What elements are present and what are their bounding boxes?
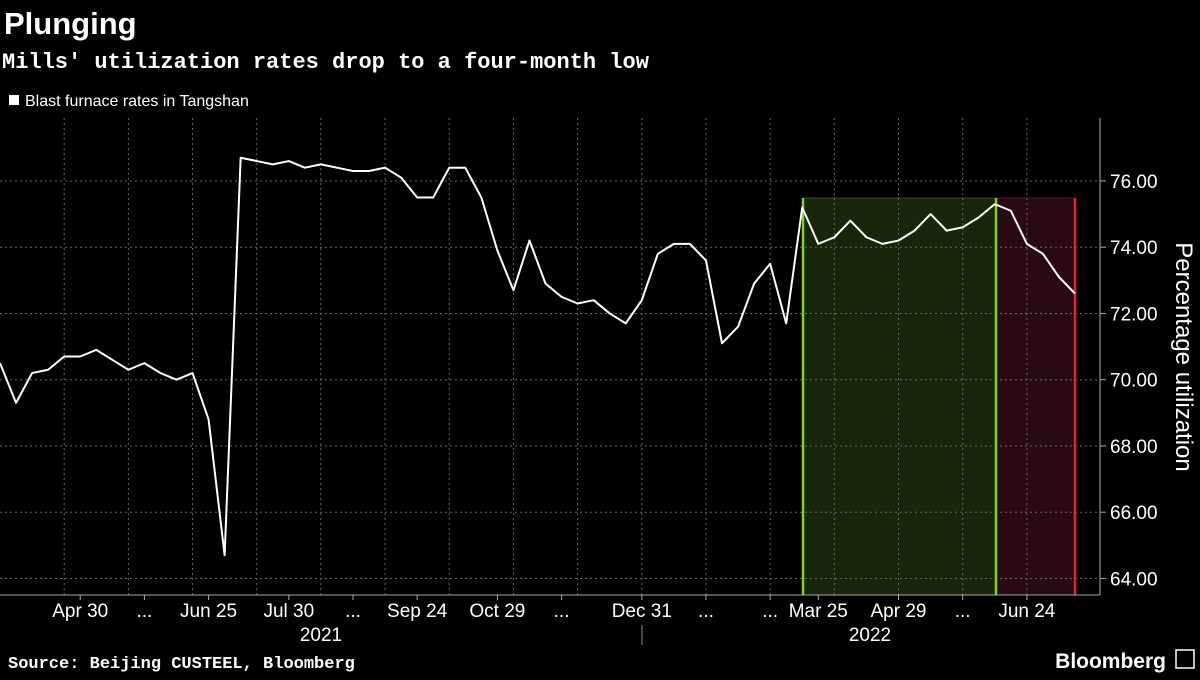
y-tick-label: 72.00 (1110, 304, 1158, 325)
x-tick-label: ... (762, 601, 778, 622)
y-tick-label: 68.00 (1110, 437, 1158, 458)
y-tick-label: 70.00 (1110, 371, 1158, 392)
x-tick-label: Jun 25 (180, 601, 237, 622)
x-tick-label: ... (698, 601, 714, 622)
year-label: 2021 (300, 625, 342, 646)
brand: Bloomberg (1055, 650, 1166, 673)
y-tick-label: 64.00 (1110, 569, 1158, 590)
x-tick-label: Dec 31 (612, 601, 672, 622)
x-tick-label: ... (955, 601, 971, 622)
y-axis-label: Percentage utilization (1170, 242, 1197, 471)
highlight-green (803, 198, 996, 595)
x-tick-label: Jul 30 (263, 601, 314, 622)
chart-subtitle: Mills' utilization rates drop to a four-… (2, 50, 650, 75)
y-tick-label: 74.00 (1110, 238, 1158, 259)
y-tick-label: 76.00 (1110, 172, 1158, 193)
highlight-red (996, 198, 1075, 595)
year-label: 2022 (849, 625, 891, 646)
x-tick-label: Mar 25 (789, 601, 848, 622)
source: Source: Beijing CUSTEEL, Bloomberg (8, 655, 355, 674)
legend-label: Blast furnace rates in Tangshan (25, 93, 249, 110)
y-tick-label: 66.00 (1110, 503, 1158, 524)
x-tick-label: Oct 29 (469, 601, 525, 622)
x-tick-label: Apr 29 (871, 601, 927, 622)
x-tick-label: Apr 30 (52, 601, 108, 622)
x-tick-label: ... (136, 601, 152, 622)
brand-icon (1175, 649, 1195, 669)
data-line (0, 156, 1076, 557)
legend-swatch (9, 95, 19, 105)
chart-title: Plunging (4, 6, 137, 41)
x-tick-label: ... (345, 601, 361, 622)
x-tick-label: Jun 24 (998, 601, 1055, 622)
x-tick-label: ... (554, 601, 570, 622)
x-tick-label: Sep 24 (387, 601, 448, 622)
